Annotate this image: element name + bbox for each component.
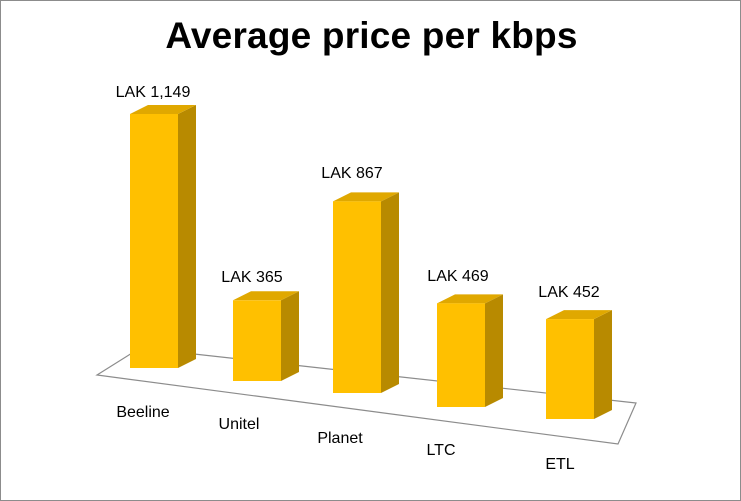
bar-etl: [546, 310, 612, 419]
chart-floor: [95, 347, 637, 445]
category-label: LTC: [426, 442, 455, 459]
bar-top: [546, 310, 612, 320]
data-label: LAK 452: [538, 284, 599, 301]
bar-side: [178, 105, 196, 368]
bar-top: [333, 192, 399, 202]
labels-group: LAK 1,149 Beeline LAK 365 Unitel LAK 867 Plan…: [116, 84, 600, 473]
bar-front: [546, 319, 594, 419]
category-label: ETL: [545, 456, 574, 473]
bar-front: [333, 201, 381, 393]
category-label: Beeline: [116, 404, 169, 421]
category-label: Planet: [317, 430, 363, 447]
bar-unitel: [233, 291, 299, 381]
bar-side: [381, 192, 399, 393]
chart-title: Average price per kbps: [165, 15, 578, 56]
bar-side: [594, 310, 612, 419]
bar-top: [437, 294, 503, 304]
category-label: Unitel: [219, 416, 260, 433]
bars-group: [130, 105, 612, 419]
data-label: LAK 365: [221, 269, 282, 286]
bar-front: [437, 303, 485, 407]
bar-side: [485, 294, 503, 407]
bar-front: [130, 114, 178, 368]
bar-beeline: [130, 105, 196, 368]
data-label: LAK 469: [427, 268, 488, 285]
data-label: LAK 867: [321, 165, 382, 182]
bar-top: [233, 291, 299, 301]
data-label: LAK 1,149: [116, 84, 191, 101]
bar-planet: [333, 192, 399, 393]
bar-front: [233, 300, 281, 381]
bar-ltc: [437, 294, 503, 407]
bar-side: [281, 291, 299, 381]
bar-top: [130, 105, 196, 114]
